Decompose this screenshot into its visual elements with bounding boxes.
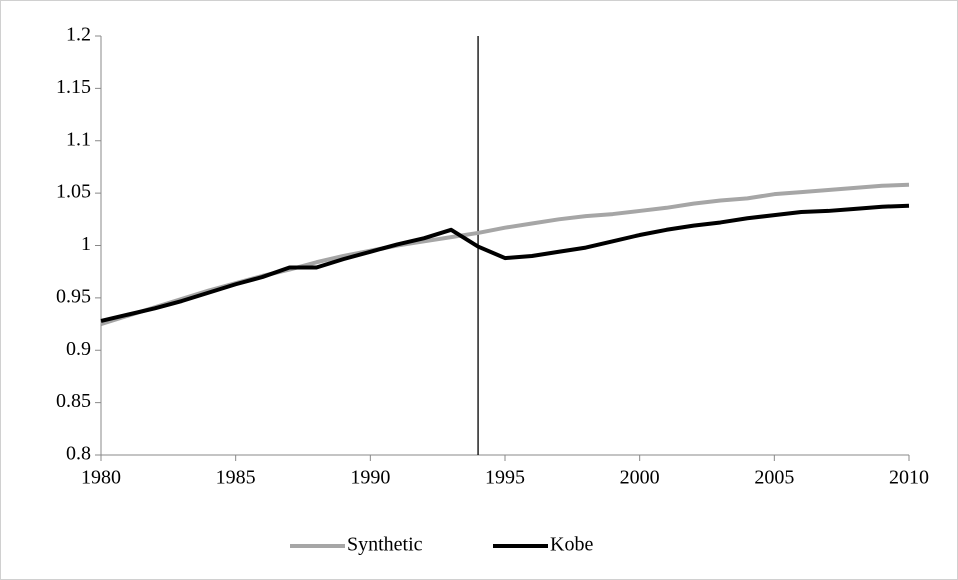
x-tick-label: 1980 (81, 467, 121, 489)
series-line (100, 203, 910, 323)
y-tick-label: 1.2 (66, 24, 91, 46)
x-tick-label: 1990 (350, 467, 390, 489)
legend-label: Kobe (550, 534, 593, 556)
y-tick-label: 1.1 (66, 128, 91, 150)
y-tick-label: 0.8 (66, 443, 91, 465)
y-tick-label: 1.15 (56, 76, 91, 98)
y-tick-label: 0.85 (56, 390, 91, 412)
x-tick-label: 2005 (754, 467, 794, 489)
y-tick-label: 1 (81, 233, 91, 255)
y-tick-label: 0.95 (56, 285, 91, 307)
x-tick-label: 1985 (216, 467, 256, 489)
x-tick-label: 1995 (485, 467, 525, 489)
y-tick-label: 1.05 (56, 181, 91, 203)
x-tick-label: 2000 (620, 467, 660, 489)
legend-label: Synthetic (347, 534, 423, 556)
y-tick-label: 0.9 (66, 338, 91, 360)
x-tick-label: 2010 (889, 467, 929, 489)
